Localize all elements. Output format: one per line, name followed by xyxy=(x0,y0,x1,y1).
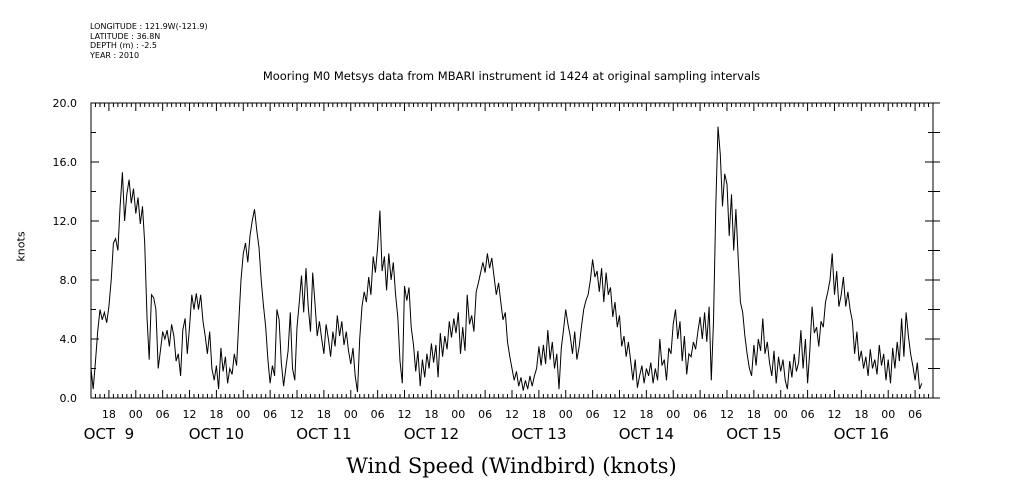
y-tick-label: 0.0 xyxy=(60,392,78,405)
x-hour-label: 18 xyxy=(102,408,116,421)
x-hour-label: 18 xyxy=(747,408,761,421)
x-hour-label: 18 xyxy=(532,408,546,421)
latitude-text: LATITUDE : 36.8N xyxy=(90,31,161,41)
x-day-label: OCT 9 xyxy=(84,425,135,443)
x-hour-label: 00 xyxy=(666,408,680,421)
x-hour-label: 12 xyxy=(505,408,519,421)
x-hour-label: 00 xyxy=(774,408,788,421)
x-hour-label: 12 xyxy=(398,408,412,421)
y-tick-label: 20.0 xyxy=(53,97,78,110)
x-hour-label: 06 xyxy=(263,408,277,421)
x-hour-label: 06 xyxy=(801,408,815,421)
x-hour-label: 00 xyxy=(881,408,895,421)
x-hour-label: 00 xyxy=(559,408,573,421)
x-day-label: OCT 11 xyxy=(296,425,351,443)
x-hour-label: 00 xyxy=(344,408,358,421)
x-hour-label: 18 xyxy=(639,408,653,421)
x-hour-label: 00 xyxy=(129,408,143,421)
x-day-label: OCT 15 xyxy=(726,425,781,443)
x-hour-label: 06 xyxy=(586,408,600,421)
y-tick-label: 16.0 xyxy=(53,156,78,169)
x-hour-label: 18 xyxy=(854,408,868,421)
metadata-block: LONGITUDE : 121.9W(-121.9) LATITUDE : 36… xyxy=(90,22,208,60)
depth-text: DEPTH (m) : -2.5 xyxy=(90,41,157,50)
x-hour-label: 06 xyxy=(693,408,707,421)
chart-axes: 0.0 4.0 8.0 12.0 16.0 20.0 18 00 06 12 18 00 06 12 18 0… xyxy=(53,97,940,443)
x-hour-label: 06 xyxy=(908,408,922,421)
series-layer xyxy=(90,126,923,393)
plot-frame xyxy=(90,102,934,399)
chart-title: Mooring M0 Metsys data from MBARI instru… xyxy=(262,69,761,83)
x-hour-label: 12 xyxy=(827,408,841,421)
x-hour-label: 18 xyxy=(317,408,331,421)
longitude-text: LONGITUDE : 121.9W(-121.9) xyxy=(90,22,208,31)
x-day-label: OCT 14 xyxy=(619,425,674,443)
year-text: YEAR : 2010 xyxy=(90,50,140,60)
x-day-label: OCT 16 xyxy=(834,425,889,443)
y-tick-label: 4.0 xyxy=(60,333,78,346)
x-hour-label: 06 xyxy=(371,408,385,421)
x-day-label: OCT 10 xyxy=(189,425,244,443)
x-hour-label: 12 xyxy=(290,408,304,421)
x-hour-label: 06 xyxy=(156,408,170,421)
x-day-label: OCT 12 xyxy=(404,425,459,443)
x-hour-label: 00 xyxy=(451,408,465,421)
x-axis-title: Wind Speed (Windbird) (knots) xyxy=(346,454,677,478)
x-hour-label: 12 xyxy=(720,408,734,421)
x-hour-label: 00 xyxy=(236,408,250,421)
wind-speed-series-line xyxy=(90,126,923,393)
x-hour-label: 12 xyxy=(183,408,197,421)
x-hour-label: 06 xyxy=(478,408,492,421)
x-hour-label: 18 xyxy=(209,408,223,421)
y-tick-label: 8.0 xyxy=(60,274,78,287)
x-hour-label: 18 xyxy=(424,408,438,421)
x-day-label: OCT 13 xyxy=(511,425,566,443)
y-tick-label: 12.0 xyxy=(53,215,78,228)
x-hour-label: 12 xyxy=(612,408,626,421)
